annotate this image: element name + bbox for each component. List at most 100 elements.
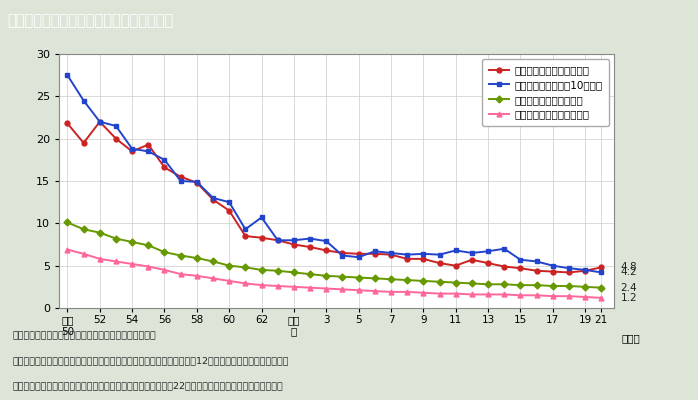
妊産婦死亡率（出産10万対） (500, 246, 508, 251)
周産期死亡率（出産千対） (517, 266, 525, 271)
Text: 2.4: 2.4 (621, 283, 637, 293)
妊産婦死亡率（出産10万対） (468, 250, 476, 255)
Line: 新生児死亡率（出生千対）: 新生児死亡率（出生千対） (65, 247, 604, 300)
周産期死亡率（出産千対） (209, 197, 217, 202)
乳児死亡率（出生千対） (96, 230, 104, 235)
新生児死亡率（出生千対） (80, 252, 88, 256)
妊産婦死亡率（出産10万対） (339, 253, 347, 258)
乳児死亡率（出生千対） (161, 250, 169, 254)
周産期死亡率（出産千対） (177, 174, 185, 179)
新生児死亡率（出生千対） (371, 289, 379, 294)
新生児死亡率（出生千対） (274, 284, 282, 288)
妊産婦死亡率（出産10万対） (549, 263, 557, 268)
妊産婦死亡率（出産10万対） (306, 236, 314, 241)
周産期死亡率（出産千対） (193, 180, 201, 185)
周産期死亡率（出産千対） (597, 265, 605, 270)
妊産婦死亡率（出産10万対） (371, 249, 379, 254)
周産期死亡率（出産千対） (339, 250, 347, 255)
妊産婦死亡率（出産10万対） (581, 268, 589, 272)
周産期死亡率（出産千対） (419, 256, 428, 261)
新生児死亡率（出生千対） (96, 256, 104, 261)
妊産婦死亡率（出産10万対） (419, 252, 428, 256)
周産期死亡率（出産千対） (80, 140, 88, 145)
新生児死亡率（出生千対） (128, 262, 136, 266)
新生児死亡率（出生千対） (549, 294, 557, 298)
乳児死亡率（出生千対） (452, 280, 460, 285)
周産期死亡率（出産千対） (500, 264, 508, 269)
妊産婦死亡率（出産10万対） (355, 255, 363, 260)
乳児死亡率（出生千対） (403, 278, 411, 282)
新生児死亡率（出生千対） (242, 281, 250, 286)
新生児死亡率（出生千対） (64, 247, 72, 252)
乳児死亡率（出生千対） (339, 274, 347, 279)
新生児死亡率（出生千対） (322, 286, 330, 291)
新生児死亡率（出生千対） (581, 294, 589, 299)
妊産婦死亡率（出産10万対） (161, 158, 169, 162)
周産期死亡率（出産千対） (533, 268, 541, 273)
妊産婦死亡率（出産10万対） (258, 215, 266, 220)
周産期死亡率（出産千対） (225, 208, 233, 213)
新生児死亡率（出生千対） (209, 276, 217, 281)
周産期死亡率（出産千対） (581, 268, 589, 273)
周産期死亡率（出産千対） (371, 252, 379, 256)
乳児死亡率（出生千対） (144, 243, 152, 248)
周産期死亡率（出産千対） (565, 270, 573, 275)
乳児死亡率（出生千対） (177, 253, 185, 258)
周産期死亡率（出産千対） (64, 121, 72, 126)
乳児死亡率（出生千対） (533, 283, 541, 288)
新生児死亡率（出生千対） (468, 292, 476, 297)
新生児死亡率（出生千対） (565, 294, 573, 298)
周産期死亡率（出産千対） (452, 263, 460, 268)
乳児死亡率（出生千対） (322, 274, 330, 278)
Text: 第１－７－１図　母子保健関係指標の推移: 第１－７－１図 母子保健関係指標の推移 (7, 14, 173, 28)
妊産婦死亡率（出産10万対） (387, 250, 395, 255)
周産期死亡率（出産千対） (128, 149, 136, 154)
周産期死亡率（出産千対） (161, 165, 169, 170)
新生児死亡率（出生千対） (484, 292, 492, 297)
乳児死亡率（出生千対） (209, 259, 217, 264)
新生児死亡率（出生千対） (225, 278, 233, 283)
乳児死亡率（出生千対） (274, 268, 282, 273)
周産期死亡率（出産千対） (242, 234, 250, 238)
乳児死亡率（出生千対） (80, 227, 88, 232)
乳児死亡率（出生千対） (225, 263, 233, 268)
妊産婦死亡率（出産10万対） (274, 238, 282, 243)
Text: 4.2: 4.2 (621, 268, 637, 278)
妊産婦死亡率（出産10万対） (193, 180, 201, 184)
新生児死亡率（出生千対） (533, 293, 541, 298)
新生児死亡率（出生千対） (177, 272, 185, 276)
乳児死亡率（出生千対） (355, 275, 363, 280)
新生児死亡率（出生千対） (258, 283, 266, 288)
新生児死亡率（出生千対） (419, 290, 428, 295)
新生児死亡率（出生千対） (355, 288, 363, 293)
新生児死亡率（出生千対） (517, 293, 525, 298)
妊産婦死亡率（出産10万対） (484, 249, 492, 254)
周産期死亡率（出産千対） (468, 257, 476, 262)
Line: 周産期死亡率（出産千対）: 周産期死亡率（出産千対） (65, 119, 604, 275)
妊産婦死亡率（出産10万対） (144, 149, 152, 154)
乳児死亡率（出生千対） (581, 284, 589, 289)
乳児死亡率（出生千対） (112, 236, 120, 241)
新生児死亡率（出生千対） (290, 284, 298, 289)
新生児死亡率（出生千対） (500, 292, 508, 297)
新生児死亡率（出生千対） (161, 268, 169, 272)
乳児死亡率（出生千対） (128, 240, 136, 244)
新生児死亡率（出生千対） (193, 274, 201, 278)
Text: ３．周産期死亡率における出産は，出生数に妊娠満22週以後の死産数を加えたものである。: ３．周産期死亡率における出産は，出生数に妊娠満22週以後の死産数を加えたものであ… (13, 382, 283, 390)
周産期死亡率（出産千対） (274, 238, 282, 243)
Legend: 周産期死亡率（出産千対）, 妊産婦死亡率（出産10万対）, 乳児死亡率（出生千対）, 新生児死亡率（出生千対）: 周産期死亡率（出産千対）, 妊産婦死亡率（出産10万対）, 乳児死亡率（出生千対… (482, 59, 609, 126)
妊産婦死亡率（出産10万対） (242, 227, 250, 232)
妊産婦死亡率（出産10万対） (128, 146, 136, 151)
乳児死亡率（出生千対） (436, 279, 444, 284)
Text: 4.8: 4.8 (621, 262, 637, 272)
乳児死亡率（出生千対） (306, 272, 314, 276)
妊産婦死亡率（出産10万対） (290, 238, 298, 243)
周産期死亡率（出産千対） (306, 245, 314, 250)
妊産婦死亡率（出産10万対） (96, 119, 104, 124)
新生児死亡率（出生千対） (597, 296, 605, 300)
周産期死亡率（出産千対） (96, 119, 104, 124)
乳児死亡率（出生千対） (517, 283, 525, 288)
妊産婦死亡率（出産10万対） (565, 266, 573, 271)
Text: （備考）　１．厚生労働省「人口動態統計」より作成。: （備考） １．厚生労働省「人口動態統計」より作成。 (13, 331, 156, 340)
新生児死亡率（出生千対） (144, 264, 152, 269)
